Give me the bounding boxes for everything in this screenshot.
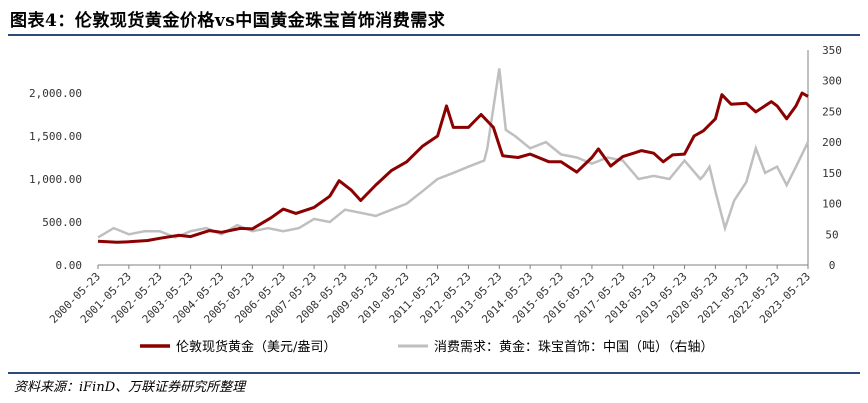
right-axis-tick-label: 150	[822, 167, 842, 180]
title-rule	[8, 34, 860, 36]
right-axis-tick-label: 0	[829, 259, 836, 272]
left-axis-tick-label: 1,000.00	[29, 173, 82, 186]
left-axis-tick-label: 500.00	[42, 216, 82, 229]
left-axis-tick-label: 0.00	[56, 259, 83, 272]
left-axis-tick-label: 2,000.00	[29, 87, 82, 100]
series-line-jewelry-demand	[97, 68, 810, 239]
right-axis-tick-label: 50	[825, 228, 838, 241]
gold-price-vs-demand-chart: 0.00 500.00 1,000.00 1,500.00 2,000.00 0 50 100…	[29, 44, 842, 355]
series-line-gold-price	[97, 91, 809, 244]
right-axis-tick-label: 350	[822, 44, 842, 57]
right-axis-tick-label: 250	[822, 105, 842, 118]
legend-label-gold-price: 伦敦现货黄金（美元/盎司）	[176, 339, 336, 355]
source-rule	[8, 372, 860, 374]
legend-label-jewelry-demand: 消费需求：黄金：珠宝首饰：中国（吨）（右轴）	[434, 339, 714, 355]
chart-title: 图表4：伦敦现货黄金价格vs中国黄金珠宝首饰消费需求	[10, 11, 446, 31]
right-axis-tick-label: 200	[822, 136, 842, 149]
right-axis-tick-label: 100	[822, 198, 842, 211]
left-axis-tick-label: 1,500.00	[29, 130, 82, 143]
right-axis-tick-label: 300	[822, 75, 842, 88]
source-note: 资料来源：iFinD、万联证券研究所整理	[14, 380, 246, 395]
